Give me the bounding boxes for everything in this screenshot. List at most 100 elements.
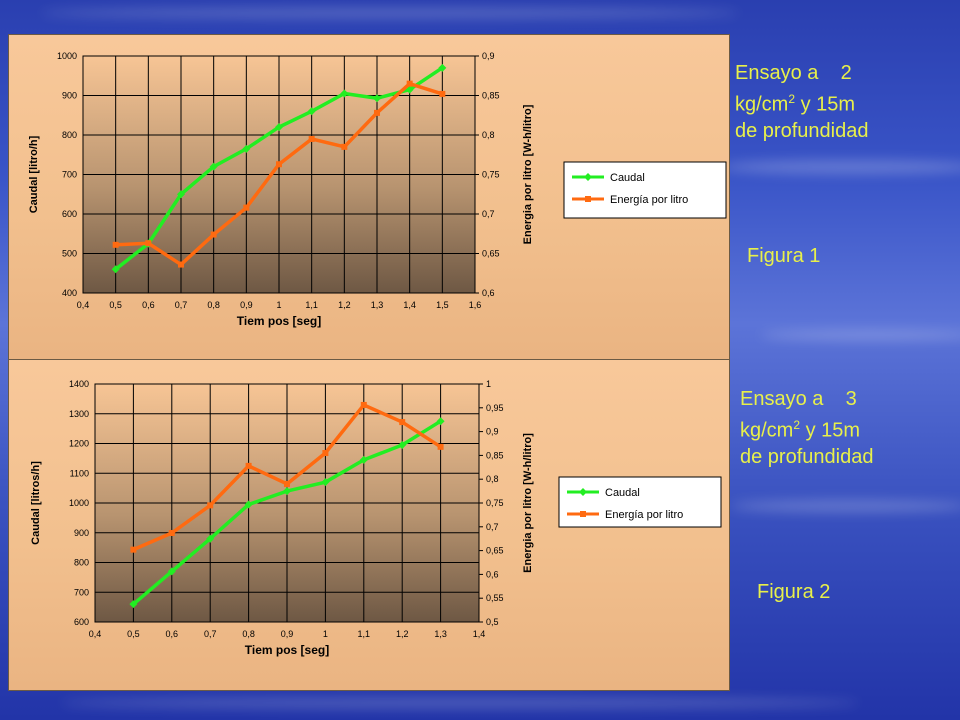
data-point [206, 534, 215, 543]
x-tick-label: 1,1 [305, 300, 318, 310]
legend-marker [584, 173, 592, 181]
y-tick-label: 1200 [69, 439, 89, 449]
data-point [374, 109, 380, 116]
y-tick-label: 1100 [70, 468, 89, 478]
y-tick-label: 400 [62, 288, 77, 298]
y-tick-label: 1300 [69, 409, 89, 419]
x-tick-label: 0,5 [127, 629, 140, 639]
x-tick-label: 1,3 [434, 629, 447, 639]
data-point [307, 107, 316, 116]
y-tick-label: 600 [74, 617, 89, 627]
caption-line: de profundidad [735, 119, 869, 142]
y-tick-label: 1400 [69, 379, 89, 389]
data-point [111, 265, 120, 274]
plot-border [94, 383, 480, 623]
y2-axis-label: Energia por litro [W-h/litro] [522, 433, 534, 573]
x-tick-label: 0,7 [204, 629, 217, 639]
x-tick-label: 1,4 [473, 629, 486, 639]
data-point [360, 401, 367, 408]
legend-label: Caudal [605, 487, 640, 499]
legend-label: Caudal [610, 172, 645, 184]
y-axis-label: Caudal [litros/h] [30, 461, 42, 545]
caption-unit-post: y 15m [795, 93, 856, 116]
caption-sup: 2 [788, 92, 796, 106]
data-point [167, 567, 176, 576]
data-point [438, 63, 447, 72]
y2-tick-label: 0,6 [482, 288, 495, 298]
data-point [275, 123, 283, 132]
data-point [209, 162, 218, 171]
data-point [242, 144, 251, 153]
y2-tick-label: 0,55 [486, 593, 504, 603]
caption-unit-post: y 15m [800, 419, 861, 442]
y-tick-label: 800 [74, 558, 89, 568]
legend-label: Energía por litro [605, 509, 683, 521]
data-point [359, 455, 368, 464]
x-tick-label: 1,4 [403, 300, 416, 310]
data-point [283, 487, 291, 496]
caption-number: 2 [840, 62, 852, 84]
y2-tick-label: 0,9 [482, 51, 495, 61]
caption-number: 3 [845, 388, 857, 410]
data-point [398, 440, 407, 449]
data-point [436, 417, 445, 426]
caption-line: de profundidad [740, 445, 874, 468]
data-point [373, 94, 381, 103]
x-tick-label: 0,7 [175, 300, 188, 310]
y2-axis-label: Energia por litro [W-h/litro] [522, 104, 534, 244]
data-point [340, 89, 349, 98]
data-point [178, 261, 184, 268]
y2-tick-label: 0,7 [482, 209, 495, 219]
data-point [210, 231, 217, 238]
chart-panel-1: 0,4 0,5 0,6 0,7 0,8 0,9 1 1,1 1,2 1,3 1,4 1,5 1,6 400… [8, 34, 730, 360]
x-tick-label: 1,3 [371, 300, 384, 310]
chart-1: 0,4 0,5 0,6 0,7 0,8 0,9 1 1,1 1,2 1,3 1,4 1,5 1,6 400… [28, 51, 727, 328]
x-tick-label: 0,5 [109, 300, 122, 310]
x-tick-label: 1 [323, 629, 328, 639]
data-point [244, 500, 253, 509]
caption-fig2: Ensayo a 3 kg/cm2 y 15m de profundidad [740, 386, 873, 470]
y-tick-label: 1000 [57, 51, 77, 61]
background-streak [760, 330, 960, 340]
data-point [308, 135, 315, 142]
legend-marker [580, 511, 586, 517]
caption-fig1: Ensayo a 2 kg/cm2 y 15m de profundidad [735, 60, 868, 144]
y2-tick-label: 1 [486, 379, 491, 389]
x-tick-label: 0,9 [240, 300, 253, 310]
data-point [130, 546, 137, 553]
y-tick-label: 900 [74, 528, 89, 538]
data-point [207, 502, 214, 509]
x-tick-label: 1,2 [338, 300, 351, 310]
data-point [405, 85, 414, 94]
legend-box [558, 476, 722, 528]
y-axis-label: Caudal [litro/h] [28, 135, 40, 213]
caption-unit: kg/cm [740, 419, 794, 442]
data-point [321, 478, 330, 487]
data-point [276, 161, 282, 168]
x-axis-label: Tiem pos [seg] [245, 643, 329, 657]
x-tick-label: 0,4 [89, 629, 102, 639]
background-streak [730, 500, 960, 512]
data-point [341, 143, 348, 150]
y2-tick-label: 0,65 [482, 249, 500, 259]
data-point [284, 480, 290, 487]
data-point [177, 190, 185, 199]
x-tick-label: 1 [276, 300, 281, 310]
x-tick-label: 1,6 [469, 300, 482, 310]
y-tick-label: 700 [62, 170, 77, 180]
data-point [243, 204, 250, 211]
figure-label-1: Figura 1 [747, 245, 821, 267]
x-tick-label: 0,9 [281, 629, 294, 639]
legend-label: Energía por litro [610, 194, 688, 206]
y2-tick-label: 0,6 [486, 569, 499, 579]
data-point [145, 240, 152, 247]
y2-tick-label: 0,7 [486, 522, 499, 532]
y2-tick-label: 0,9 [486, 427, 499, 437]
background-streak [40, 8, 740, 18]
y-tick-label: 900 [62, 91, 77, 101]
data-point [439, 90, 446, 97]
x-axis-label: Tiem pos [seg] [237, 314, 321, 328]
x-tick-label: 0,8 [242, 629, 255, 639]
figure-label-2: Figura 2 [757, 581, 831, 603]
y2-tick-label: 0,85 [482, 91, 500, 101]
